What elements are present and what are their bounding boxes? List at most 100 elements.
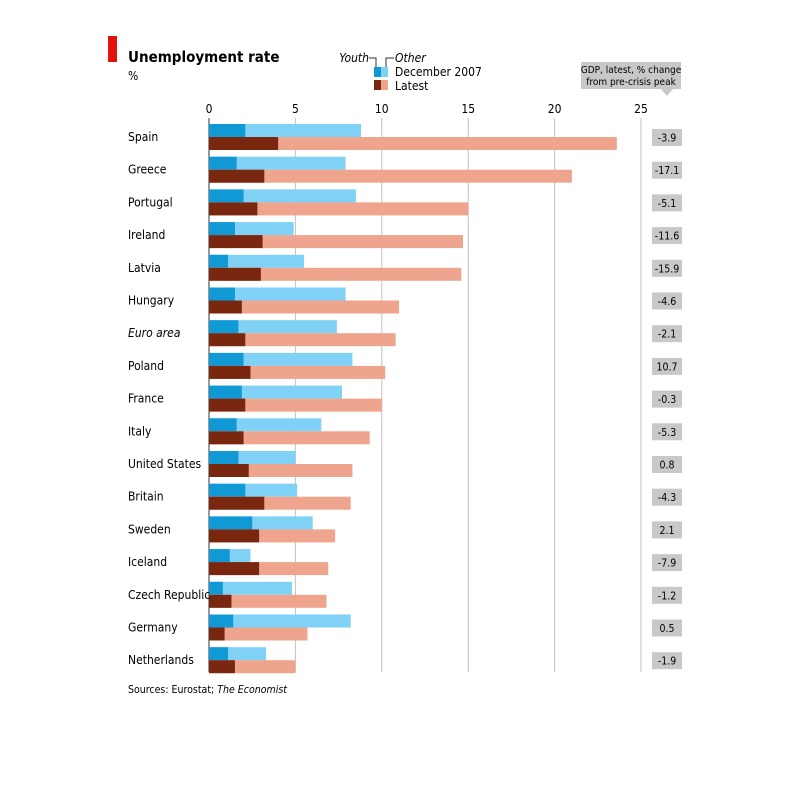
category-label-italy: Italy: [128, 424, 152, 438]
gdp-cell-spain: -3.9: [652, 129, 682, 146]
source-note: Sources: Eurostat; The Economist: [128, 684, 287, 696]
gdp-value-spain: -3.9: [658, 133, 676, 145]
bar-dec2007-other-czech-republic: [209, 581, 292, 595]
row-iceland: [209, 549, 329, 576]
gdp-cell-czech-republic: -1.2: [652, 586, 682, 604]
bar-dec2007-youth-hungary: [209, 287, 235, 301]
bar-latest-other-poland: [209, 365, 386, 379]
bar-latest-youth-britain: [209, 496, 265, 510]
bar-latest-youth-italy: [209, 431, 244, 445]
bar-latest-youth-czech-republic: [209, 594, 232, 608]
bar-latest-other-france: [209, 398, 382, 412]
bar-dec2007-other-latvia: [209, 254, 305, 268]
gdp-box-greece: [652, 161, 682, 179]
gdp-header-box: [581, 62, 681, 89]
category-label-czech-republic: Czech Republic: [128, 588, 210, 602]
x-tick-label-25: 25: [634, 102, 648, 116]
row-portugal: [209, 189, 469, 216]
bar-dec2007-youth-latvia: [209, 254, 229, 268]
bar-latest-youth-ireland: [209, 235, 263, 249]
gdp-value-hungary: -4.6: [658, 296, 676, 308]
bar-latest-other-portugal: [209, 202, 469, 216]
bar-latest-youth-france: [209, 398, 246, 412]
row-latvia: [209, 254, 462, 281]
bar-dec2007-youth-germany: [209, 614, 234, 628]
row-spain: [209, 124, 617, 150]
bar-latest-youth-spain: [209, 137, 279, 150]
category-label-ireland: Ireland: [128, 228, 165, 242]
bar-dec2007-youth-britain: [209, 483, 246, 497]
gdp-value-france: -0.3: [658, 394, 676, 406]
bar-latest-other-italy: [209, 431, 370, 445]
x-tick-label-20: 20: [548, 102, 562, 116]
bar-dec2007-youth-sweden: [209, 516, 253, 530]
bar-dec2007-other-euro-area: [209, 320, 337, 334]
x-tick-label-10: 10: [375, 102, 389, 116]
bar-dec2007-other-france: [209, 385, 343, 399]
row-france: [209, 385, 382, 412]
category-label-netherlands: Netherlands: [128, 653, 194, 667]
bar-dec2007-youth-france: [209, 385, 242, 399]
gdp-box-iceland: [652, 554, 682, 572]
gdp-value-iceland: -7.9: [658, 558, 676, 570]
gdp-value-sweden: 2.1: [659, 525, 674, 537]
bar-dec2007-youth-greece: [209, 156, 237, 170]
gdp-cell-italy: -5.3: [652, 423, 682, 441]
gdp-value-britain: -4.3: [658, 492, 676, 504]
legend-youth-label: Youth: [339, 51, 369, 65]
category-label-iceland: Iceland: [128, 555, 167, 569]
gdp-box-italy: [652, 423, 682, 441]
gdp-cell-poland: 10.7: [652, 357, 682, 375]
bar-latest-youth-poland: [209, 365, 251, 379]
category-label-hungary: Hungary: [128, 294, 175, 308]
gdp-value-netherlands: -1.9: [658, 656, 676, 668]
bar-latest-youth-sweden: [209, 529, 260, 543]
bar-latest-youth-germany: [209, 627, 225, 641]
gdp-box-sweden: [652, 521, 682, 539]
gdp-value-czech-republic: -1.2: [658, 590, 676, 602]
gdp-box-czech-republic: [652, 586, 682, 604]
row-poland: [209, 352, 386, 379]
gdp-cell-greece: -17.1: [652, 161, 682, 179]
bar-latest-other-ireland: [209, 235, 464, 249]
gdp-box-portugal: [652, 194, 682, 212]
gdp-cell-portugal: -5.1: [652, 194, 682, 212]
gdp-cell-netherlands: -1.9: [652, 652, 682, 670]
row-italy: [209, 418, 370, 445]
bar-latest-other-germany: [209, 627, 308, 641]
category-label-united-states: United States: [128, 457, 201, 471]
chart-unit: %: [128, 69, 138, 83]
gdp-value-latvia: -15.9: [655, 263, 679, 275]
gdp-cell-euro-area: -2.1: [652, 325, 682, 343]
category-label-greece: Greece: [128, 163, 167, 177]
bar-dec2007-youth-netherlands: [209, 647, 229, 661]
gdp-cell-sweden: 2.1: [652, 521, 682, 539]
bar-dec2007-other-germany: [209, 614, 351, 628]
row-britain: [209, 483, 351, 510]
gdp-value-ireland: -11.6: [655, 231, 679, 243]
bar-dec2007-youth-ireland: [209, 222, 235, 236]
bar-latest-other-latvia: [209, 267, 462, 281]
gdp-value-euro-area: -2.1: [658, 329, 676, 341]
x-tick-label-15: 15: [461, 102, 475, 116]
row-hungary: [209, 287, 400, 314]
bar-latest-youth-euro-area: [209, 333, 246, 347]
gdp-header-pointer: [661, 89, 673, 96]
gdp-value-germany: 0.5: [659, 623, 674, 635]
gdp-box-ireland: [652, 227, 682, 245]
legend-latest-youth-swatch: [374, 80, 381, 90]
bar-dec2007-other-italy: [209, 418, 322, 432]
gdp-cell-hungary: -4.6: [652, 292, 682, 310]
gdp-box-netherlands: [652, 652, 682, 670]
gdp-box-poland: [652, 357, 682, 375]
gdp-box-united-states: [652, 456, 682, 473]
legend-latest-label: Latest: [395, 79, 428, 93]
row-germany: [209, 614, 351, 641]
bar-dec2007-other-spain: [209, 124, 362, 137]
bar-latest-other-hungary: [209, 300, 400, 314]
gdp-cell-germany: 0.5: [652, 619, 682, 637]
gdp-cell-france: -0.3: [652, 390, 682, 408]
legend-dec-label: December 2007: [395, 65, 482, 79]
category-label-portugal: Portugal: [128, 195, 173, 209]
